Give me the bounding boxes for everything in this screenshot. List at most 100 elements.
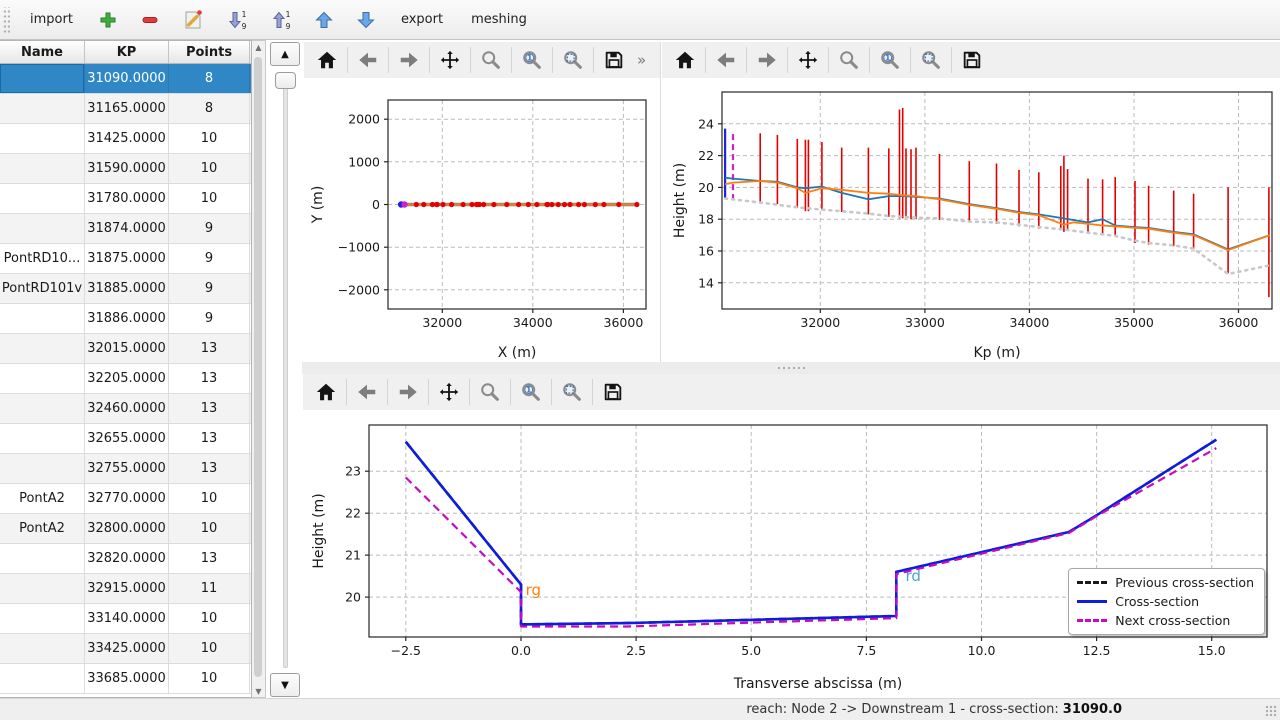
cell-points[interactable]: 9 xyxy=(169,244,250,273)
profile-pan-button[interactable] xyxy=(791,45,825,75)
plan-view-chart[interactable]: 32000 34000 36000 −2000 −1000 0 1000 2000 X (m) Y… xyxy=(304,80,660,365)
meshing-button[interactable]: meshing xyxy=(459,5,539,35)
add-cross-section-button[interactable] xyxy=(89,5,127,35)
section-slider-groove[interactable] xyxy=(283,72,288,668)
scroll-up-arrow-icon[interactable]: ▲ xyxy=(255,42,262,52)
cell-name[interactable] xyxy=(0,574,85,603)
plan-zoom-button[interactable] xyxy=(474,45,508,75)
cell-points[interactable]: 8 xyxy=(169,94,250,123)
cell-name[interactable]: PontRD101v xyxy=(0,274,85,303)
profile-zoom-rect-button[interactable] xyxy=(914,45,948,75)
table-row[interactable]: PontA2 32770.0000 10 xyxy=(0,484,251,514)
plan-pan-button[interactable] xyxy=(433,45,467,75)
cell-name[interactable]: PontA2 xyxy=(0,514,85,543)
profile-zoom-one-button[interactable]: 1 xyxy=(873,45,907,75)
cross-section-forward-button[interactable] xyxy=(391,377,425,407)
cell-name[interactable] xyxy=(0,604,85,633)
export-button[interactable]: export xyxy=(389,5,455,35)
cross-section-save-button[interactable] xyxy=(596,377,630,407)
cell-points[interactable]: 13 xyxy=(169,364,250,393)
cell-points[interactable]: 10 xyxy=(169,184,250,213)
cell-name[interactable] xyxy=(0,124,85,153)
section-slider-down-button[interactable]: ▼ xyxy=(270,673,300,697)
profile-zoom-button[interactable] xyxy=(832,45,866,75)
plan-overflow-button[interactable]: » xyxy=(637,51,647,69)
cell-name[interactable] xyxy=(0,334,85,363)
cross-section-pan-button[interactable] xyxy=(432,377,466,407)
section-slider-up-button[interactable]: ▲ xyxy=(270,42,300,66)
cross-section-chart[interactable]: −2.5 0.0 2.5 5.0 7.5 10.0 12.5 15.0 20 21 22 23 rg rd… xyxy=(303,410,1279,696)
table-row[interactable]: 31590.0000 10 xyxy=(0,154,251,184)
cell-kp[interactable]: 32820.0000 xyxy=(85,544,169,573)
cell-name[interactable] xyxy=(0,424,85,453)
cell-kp[interactable]: 33425.0000 xyxy=(85,634,169,663)
cell-kp[interactable]: 32655.0000 xyxy=(85,424,169,453)
remove-cross-section-button[interactable] xyxy=(131,5,169,35)
sort-descending-button[interactable]: 1 9 xyxy=(217,5,257,35)
cell-kp[interactable]: 31425.0000 xyxy=(85,124,169,153)
cell-kp[interactable]: 32205.0000 xyxy=(85,364,169,393)
cross-section-back-button[interactable] xyxy=(350,377,384,407)
cell-name[interactable] xyxy=(0,664,85,693)
cell-points[interactable]: 13 xyxy=(169,544,250,573)
cell-kp[interactable]: 32770.0000 xyxy=(85,484,169,513)
edit-cross-section-button[interactable] xyxy=(173,5,213,35)
cell-points[interactable]: 10 xyxy=(169,124,250,153)
cell-kp[interactable]: 32755.0000 xyxy=(85,454,169,483)
cell-name[interactable]: PontA2 xyxy=(0,484,85,513)
column-header-kp[interactable]: KP xyxy=(85,41,169,63)
cell-name[interactable] xyxy=(0,94,85,123)
profile-back-button[interactable] xyxy=(709,45,743,75)
cell-kp[interactable]: 31874.0000 xyxy=(85,214,169,243)
cell-kp[interactable]: 31885.0000 xyxy=(85,274,169,303)
cell-points[interactable]: 10 xyxy=(169,154,250,183)
move-up-button[interactable] xyxy=(305,5,343,35)
move-down-button[interactable] xyxy=(347,5,385,35)
cell-kp[interactable]: 32015.0000 xyxy=(85,334,169,363)
cell-points[interactable]: 13 xyxy=(169,394,250,423)
table-scrollbar[interactable]: ▲ ▼ xyxy=(252,40,266,698)
cell-name[interactable] xyxy=(0,214,85,243)
cross-section-home-button[interactable] xyxy=(309,377,343,407)
profile-forward-button[interactable] xyxy=(750,45,784,75)
plan-save-button[interactable] xyxy=(597,45,631,75)
table-row[interactable]: 33425.0000 10 xyxy=(0,634,251,664)
cell-points[interactable]: 9 xyxy=(169,304,250,333)
column-header-points[interactable]: Points xyxy=(169,41,250,63)
profile-home-button[interactable] xyxy=(668,45,702,75)
table-row[interactable]: 31165.0000 8 xyxy=(0,94,251,124)
cell-kp[interactable]: 31886.0000 xyxy=(85,304,169,333)
cell-points[interactable]: 13 xyxy=(169,424,250,453)
cell-points[interactable]: 9 xyxy=(169,214,250,243)
cell-points[interactable]: 13 xyxy=(169,454,250,483)
cell-points[interactable]: 10 xyxy=(169,664,250,693)
table-row[interactable]: 31886.0000 9 xyxy=(0,304,251,334)
cell-points[interactable]: 10 xyxy=(169,634,250,663)
table-row[interactable]: 33685.0000 10 xyxy=(0,664,251,694)
cell-name[interactable] xyxy=(0,634,85,663)
table-row[interactable]: 31425.0000 10 xyxy=(0,124,251,154)
plan-back-button[interactable] xyxy=(351,45,385,75)
cell-name[interactable] xyxy=(0,184,85,213)
cell-kp[interactable]: 32460.0000 xyxy=(85,394,169,423)
column-header-name[interactable]: Name xyxy=(0,41,85,63)
cell-name[interactable]: PontRD10... xyxy=(0,244,85,273)
table-row[interactable]: PontRD101v 31885.0000 9 xyxy=(0,274,251,304)
cell-kp[interactable]: 32915.0000 xyxy=(85,574,169,603)
table-row[interactable]: 32820.0000 13 xyxy=(0,544,251,574)
cell-kp[interactable]: 33685.0000 xyxy=(85,664,169,693)
longitudinal-profile-chart[interactable]: 32000 33000 34000 35000 36000 14 16 18 20 22 24 Kp … xyxy=(662,80,1280,365)
toolbar-drag-handle[interactable] xyxy=(2,6,10,33)
cell-points[interactable]: 8 xyxy=(169,64,250,93)
table-row[interactable]: 32460.0000 13 xyxy=(0,394,251,424)
scrollbar-thumb[interactable] xyxy=(254,57,262,677)
table-row[interactable]: 33140.0000 10 xyxy=(0,604,251,634)
cell-name[interactable] xyxy=(0,394,85,423)
plan-home-button[interactable] xyxy=(310,45,344,75)
table-row[interactable]: 32915.0000 11 xyxy=(0,574,251,604)
cross-section-zoom-rect-button[interactable] xyxy=(555,377,589,407)
cell-points[interactable]: 10 xyxy=(169,484,250,513)
cell-name[interactable] xyxy=(0,64,85,93)
cell-name[interactable] xyxy=(0,154,85,183)
table-row[interactable]: 31874.0000 9 xyxy=(0,214,251,244)
